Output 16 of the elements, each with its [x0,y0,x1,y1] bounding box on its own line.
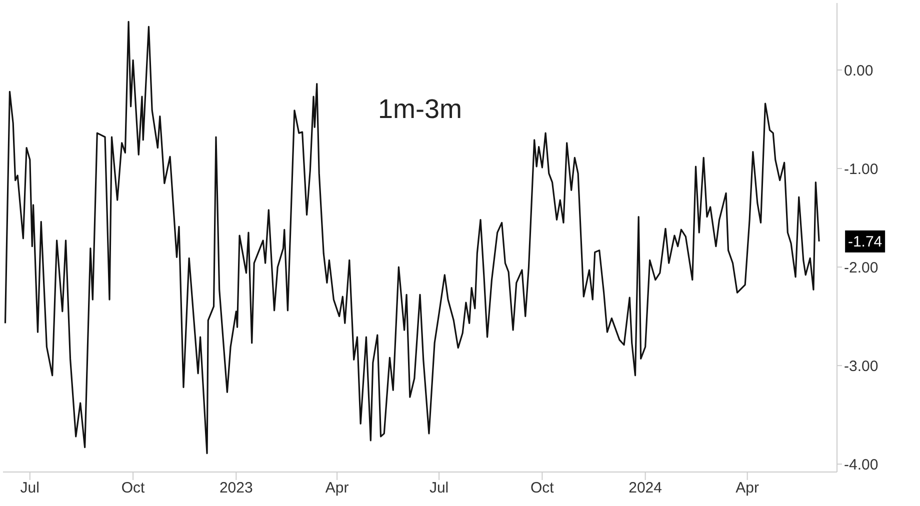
y-tick-label: -4.00 [844,456,878,474]
text: 1m-3m [378,94,462,124]
y-tick-label: -3.00 [844,358,878,375]
x-tick-label: Apr [736,480,759,497]
line-series [4,20,820,454]
x-tick-label: Jul [429,480,449,497]
x-tick-label: Apr [325,480,349,497]
y-tick-label: -1.00 [844,160,878,178]
y-tick-label: -2.00 [844,259,878,276]
x-tick-label: 2023 [219,480,253,497]
annotation: -1.74 [848,233,882,250]
x-tick-label: Jul [20,480,40,497]
x-tick-label: 2024 [628,480,662,497]
x-tick-label: Oct [530,480,555,497]
y-tick-label: 0.00 [844,62,874,80]
x-tick-label: Oct [121,480,146,497]
